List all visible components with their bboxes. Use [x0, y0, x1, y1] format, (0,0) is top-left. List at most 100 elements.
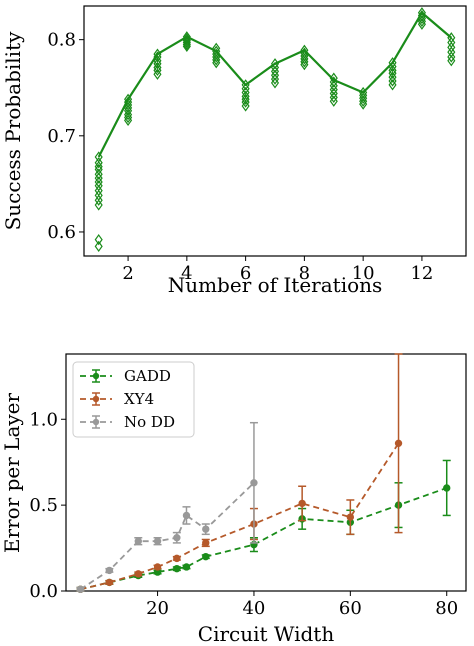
y-tick-label: 0.7	[47, 126, 76, 147]
data-point-marker	[153, 68, 162, 80]
series-line	[80, 487, 448, 591]
data-point-marker	[388, 79, 397, 91]
data-point-marker	[241, 100, 250, 112]
data-point-marker	[417, 12, 426, 25]
data-point-marker	[153, 51, 162, 63]
y-tick-label: 0.0	[29, 581, 58, 602]
data-point-marker	[94, 194, 103, 206]
series-gadd	[76, 459, 451, 593]
data-point	[443, 484, 451, 492]
data-point-marker	[182, 33, 191, 45]
data-point-marker	[329, 72, 338, 84]
data-point-marker	[388, 57, 397, 69]
data-point-marker	[388, 67, 397, 79]
legend-label: No DD	[124, 413, 175, 431]
data-point-marker	[329, 87, 338, 100]
legend-label: GADD	[124, 367, 171, 385]
data-point-marker	[417, 15, 426, 28]
series-line	[79, 482, 255, 591]
x-tick-label: 2	[122, 263, 133, 284]
data-point-marker	[212, 51, 221, 63]
data-point-marker	[124, 109, 133, 121]
data-point-marker	[124, 111, 133, 124]
x-tick-label: 10	[352, 263, 375, 284]
data-point	[153, 537, 162, 545]
legend-swatch-marker	[92, 395, 100, 403]
x-tick-label: 8	[299, 263, 310, 284]
x-tick-label: 60	[339, 598, 362, 619]
data-point	[346, 513, 355, 521]
data-point	[202, 552, 210, 561]
data-point-marker	[329, 80, 338, 92]
data-point-marker	[270, 65, 280, 78]
data-point-marker	[329, 76, 338, 88]
data-point-marker	[94, 199, 103, 211]
data-point-marker	[241, 83, 250, 95]
data-point-marker	[300, 53, 309, 65]
series-no-dd	[76, 421, 258, 593]
x-tick-label: 12	[410, 263, 433, 284]
y-axis-label: Error per Layer	[0, 392, 24, 553]
data-point-marker	[359, 92, 368, 104]
data-point-marker	[300, 59, 309, 71]
legend-entry: No DD	[80, 413, 175, 431]
data-point-marker	[300, 56, 309, 68]
legend: GADD XY4 No DD	[72, 361, 195, 438]
data-point-marker	[329, 91, 338, 103]
data-point-marker	[182, 36, 191, 49]
data-point	[105, 578, 114, 587]
data-point-marker	[241, 79, 250, 91]
data-point-marker	[153, 64, 162, 77]
legend-label: XY4	[124, 390, 154, 408]
data-point	[202, 525, 210, 533]
error-per-layer-panel: 20 40 60 80 0.0 0.5 1.0 Circuit Width Error pe…	[0, 353, 467, 646]
data-point-marker	[241, 93, 250, 105]
y-tick-label: 0.8	[47, 30, 76, 51]
x-tick-label: 40	[242, 598, 265, 619]
y-axis-label: Success Probability	[1, 31, 25, 231]
data-point-marker	[94, 240, 103, 253]
success-probability-line	[97, 11, 453, 158]
legend-box	[72, 361, 195, 438]
data-point-marker	[388, 64, 397, 77]
data-point-marker	[270, 77, 280, 89]
scatter-markers	[94, 7, 456, 253]
legend-entry: XY4	[80, 390, 154, 408]
y-tick-label: 0.6	[47, 222, 76, 243]
data-point-marker	[447, 55, 456, 67]
x-tick-label: 80	[435, 598, 458, 619]
data-point-marker	[270, 61, 280, 74]
data-point	[153, 563, 162, 571]
data-point-marker	[388, 75, 397, 87]
plot-frame	[65, 353, 467, 592]
legend-entry: GADD	[80, 367, 171, 385]
data-point	[173, 554, 181, 563]
data-point-marker	[212, 57, 221, 69]
data-point-marker	[329, 84, 338, 96]
x-tick-label: 4	[181, 263, 192, 284]
series-line	[97, 11, 453, 158]
success-probability-panel: 2 4 6 8 10 12 0.6 0.7 0.8 Number of Iterations S…	[1, 5, 467, 297]
data-point	[76, 585, 85, 593]
data-point-marker	[447, 51, 456, 63]
data-point-marker	[94, 157, 103, 169]
data-point-marker	[270, 69, 280, 81]
plot-frame	[83, 5, 467, 257]
legend-swatch-marker	[92, 372, 100, 380]
data-point	[182, 511, 191, 520]
data-point	[250, 479, 258, 487]
data-point-marker	[212, 54, 221, 66]
data-point-marker	[153, 61, 162, 74]
data-point	[182, 563, 191, 571]
y-tick-label: 1.0	[29, 409, 58, 430]
data-point-marker	[388, 71, 397, 83]
data-point-marker	[241, 96, 250, 108]
data-point-marker	[94, 160, 103, 173]
legend-swatch-marker	[92, 418, 100, 426]
data-point-marker	[329, 95, 338, 107]
x-axis-label: Circuit Width	[198, 622, 335, 646]
data-point-marker	[94, 168, 103, 180]
data-point-marker	[388, 60, 397, 73]
axis-ticks: 2 4 6 8 10 12 0.6 0.7 0.8	[47, 30, 433, 284]
y-tick-label: 0.5	[29, 495, 58, 516]
